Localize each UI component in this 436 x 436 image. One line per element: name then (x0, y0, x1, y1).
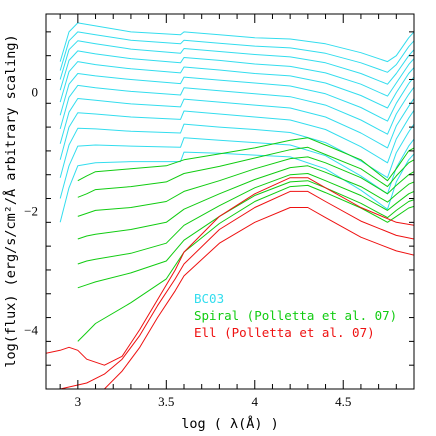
x-axis-title: log ( λ(Å) ) (181, 415, 279, 432)
series-layer (46, 22, 414, 389)
y-tick-label: −2 (24, 203, 38, 218)
x-tick-label: 4.5 (335, 394, 351, 409)
tick-layer: 3 3.5 4 4.5 −4 −2 0 (24, 14, 415, 409)
legend-entry-2: Spiral (Polletta et al. 07) (194, 308, 397, 323)
y-tick-label: −4 (24, 322, 38, 337)
series-line-6 (59, 73, 414, 122)
series-line-7 (59, 84, 414, 135)
series-line-22 (104, 207, 414, 389)
series-line-19 (77, 184, 414, 342)
series-line-17 (77, 173, 414, 265)
plot-frame (45, 13, 415, 390)
series-line-5 (59, 61, 414, 109)
series-line-10 (59, 123, 414, 179)
series-line-2 (59, 31, 414, 73)
x-tick-label: 3.5 (158, 394, 174, 409)
series-line-21 (60, 190, 414, 389)
series-line-13 (77, 137, 414, 182)
x-tick-label: 3 (75, 394, 82, 409)
legend-entry-1: BC03 (194, 291, 224, 306)
series-line-15 (77, 156, 414, 217)
legend-entry-3: Ell (Polletta et al. 07) (194, 325, 375, 340)
series-line-18 (77, 180, 414, 289)
series-line-20 (46, 177, 414, 366)
y-axis-title: log(flux) (erg/s/cm²/Å arbitrary scaling… (2, 34, 19, 367)
series-line-1 (59, 22, 414, 63)
y-tick-label: 0 (32, 84, 39, 99)
legend: BC03 Spiral (Polletta et al. 07) Ell (Poll… (194, 291, 397, 340)
series-line-4 (59, 50, 414, 97)
series-line-3 (59, 40, 414, 85)
series-line-8 (59, 98, 414, 149)
series-line-16 (77, 165, 414, 240)
series-line-9 (59, 110, 414, 164)
series-line-14 (77, 146, 414, 198)
x-tick-label: 4 (252, 394, 259, 409)
series-line-12 (59, 151, 414, 223)
